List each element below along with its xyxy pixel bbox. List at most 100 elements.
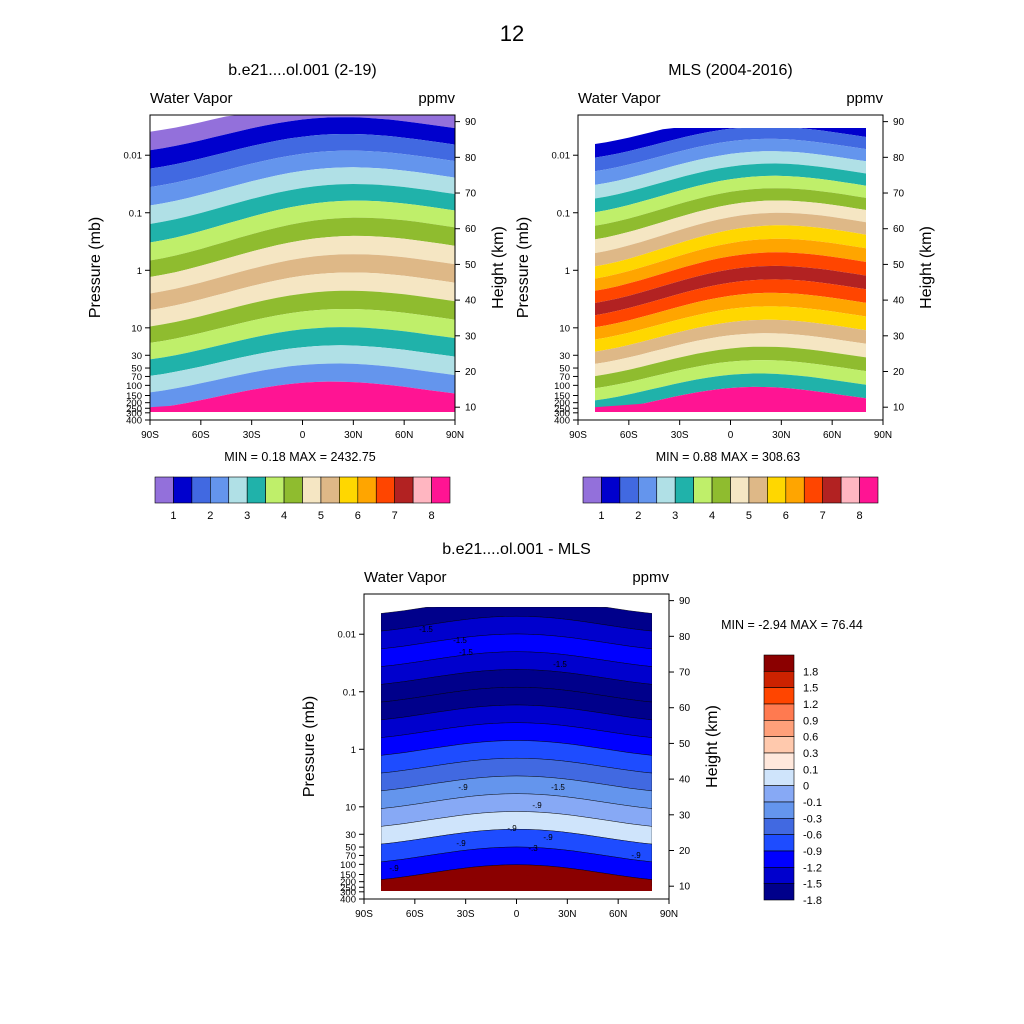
- colorbar-label: 5: [318, 510, 324, 522]
- contour-label: -1.5: [419, 625, 433, 634]
- contour-band: [595, 225, 866, 279]
- contour-band: [150, 184, 455, 243]
- y2-tick-label: 70: [465, 189, 477, 200]
- contour-band: [150, 309, 455, 360]
- contour-band: [595, 265, 866, 316]
- colorbar-label: 0.1: [803, 764, 818, 776]
- colorbar-swatch: [154, 476, 174, 504]
- y-tick-label: 150: [126, 391, 142, 402]
- colorbar-swatch: [711, 476, 731, 504]
- colorbar-swatch: [763, 703, 795, 721]
- contour-band: [150, 272, 455, 327]
- colorbar-swatch: [803, 476, 823, 504]
- x-tick-label: 90N: [446, 430, 464, 441]
- colorbar-label: 1: [170, 510, 176, 522]
- colorbar-label: 1.2: [803, 699, 818, 711]
- contour-band: [150, 345, 455, 393]
- y-tick-label: 400: [554, 416, 570, 427]
- colorbar-swatch: [822, 476, 842, 504]
- colorbar-label: 8: [857, 510, 863, 522]
- y-tick-label: 1: [137, 266, 142, 277]
- tropopause-band: [381, 874, 652, 891]
- variable-label: Water Vapor: [150, 90, 233, 107]
- stats-label: MIN = -2.94 MAX = 76.44: [721, 618, 863, 632]
- panel-obs: MLS (2004-2016) Water Vapor ppmv 90S 60S 30S 0…: [515, 62, 935, 522]
- contour-band: [150, 117, 455, 169]
- colorbar: 1.8 1.5 1.2 0.9 0.6 0.3 0.1 0 -0.1 -0.3 -0.6 -0.9 -1…: [763, 654, 822, 907]
- y2-tick-label: 20: [679, 846, 691, 857]
- colorbar-label: 1: [598, 510, 604, 522]
- colorbar-label: 6: [355, 510, 361, 522]
- colorbar-label: 4: [281, 510, 287, 522]
- colorbar-label: 7: [392, 510, 398, 522]
- colorbar: 1 2 3 4 5 6 7 8: [582, 476, 879, 522]
- colorbar-swatch: [283, 476, 303, 504]
- colorbar-swatch: [357, 476, 377, 504]
- colorbar-label: 7: [820, 510, 826, 522]
- y2-tick-label: 80: [465, 153, 477, 164]
- y-tick-label: 1: [565, 266, 570, 277]
- y-tick-label: 10: [131, 323, 142, 334]
- y-tick-label: 0.01: [552, 151, 571, 162]
- panel-model: b.e21....ol.001 (2-19) Water Vapor ppmv 90S…: [87, 62, 507, 522]
- contour-label: -.3: [528, 844, 538, 853]
- colorbar-swatch: [763, 850, 795, 868]
- contour-band: [595, 292, 866, 340]
- variable-label: Water Vapor: [364, 569, 447, 586]
- contour-label: -.9: [389, 864, 399, 873]
- colorbar-swatch: [656, 476, 676, 504]
- contour-band: [595, 128, 866, 158]
- colorbar-label: -0.1: [803, 797, 822, 809]
- x-tick-label: 60N: [395, 430, 413, 441]
- x-tick-label: 60N: [609, 909, 627, 920]
- y-tick-label: 250: [126, 404, 142, 415]
- contour-label: -.9: [456, 839, 466, 848]
- y-tick-label: 0.1: [557, 208, 570, 219]
- colorbar-label: -1.5: [803, 879, 822, 891]
- colorbar-label: -0.9: [803, 846, 822, 858]
- y2-tick-label: 90: [465, 117, 477, 128]
- colorbar-label: 3: [672, 510, 678, 522]
- colorbar-swatch: [763, 818, 795, 835]
- colorbar-swatch: [763, 720, 795, 737]
- colorbar-label: -0.6: [803, 830, 822, 842]
- y2-tick-label: 40: [679, 775, 691, 786]
- contour-band: [595, 163, 866, 213]
- contour-label: -1.5: [553, 660, 567, 669]
- panel-title: MLS (2004-2016): [668, 62, 793, 79]
- y-tick-label: 50: [131, 364, 142, 375]
- y-tick-label: 30: [345, 830, 356, 841]
- contour-band: [150, 115, 455, 151]
- colorbar-label: -1.2: [803, 862, 822, 874]
- x-tick-label: 0: [300, 430, 306, 441]
- y2-tick-label: 50: [893, 260, 905, 271]
- y2-tick-label: 10: [465, 403, 477, 414]
- y-tick-label: 250: [554, 404, 570, 415]
- contour-band: [150, 235, 455, 294]
- colorbar-label: 8: [429, 510, 435, 522]
- colorbar-swatch: [228, 476, 248, 504]
- x-tick-label: 30N: [772, 430, 790, 441]
- contour-band: [595, 238, 866, 291]
- contour-band: [595, 212, 866, 267]
- colorbar-swatch: [619, 476, 639, 504]
- y-tick-label: 0.1: [129, 208, 142, 219]
- contour-band: [595, 138, 866, 185]
- colorbar-swatch: [763, 671, 795, 688]
- y-tick-label: 250: [340, 883, 356, 894]
- y-axis-title: Pressure (mb): [515, 217, 532, 318]
- contour-label: -1.5: [453, 636, 467, 645]
- contour-band: [150, 254, 455, 310]
- contour-band: [150, 363, 455, 409]
- contour-band: [595, 333, 866, 377]
- y2-axis-title: Height (km): [918, 226, 935, 309]
- contour-label: -1.5: [459, 648, 473, 657]
- x-tick-label: 30N: [558, 909, 576, 920]
- y-tick-label: 100: [126, 381, 142, 392]
- contour-band: [595, 319, 866, 364]
- colorbar-swatch: [763, 834, 795, 852]
- colorbar-label: -0.3: [803, 813, 822, 825]
- colorbar-swatch: [763, 687, 795, 705]
- y-tick-label: 400: [126, 416, 142, 427]
